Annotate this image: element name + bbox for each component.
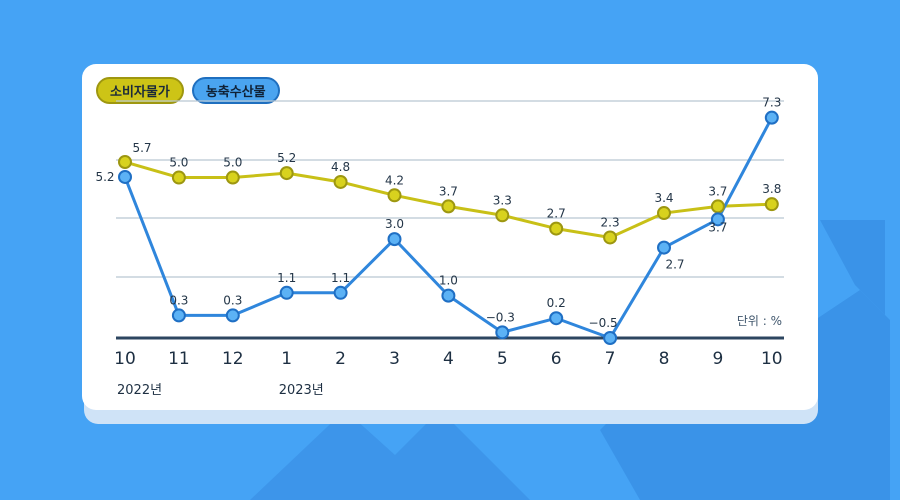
x-tick-label: 6 xyxy=(551,349,562,369)
agri-data-label: 1.1 xyxy=(277,271,296,285)
cpi-data-label: 4.8 xyxy=(331,160,350,174)
cpi-data-label: 5.0 xyxy=(223,156,242,170)
cpi-point xyxy=(657,206,671,221)
agri-point xyxy=(387,232,402,247)
x-axis-ticks: 10 11 12 1 2 3 4 5 6 7 8 9 10 xyxy=(114,349,782,369)
data-labels: 5.7 5.0 5.0 5.2 4.8 4.2 3.7 3.3 2.7 2.3 3.4 3.7 3.8 5… xyxy=(95,96,781,330)
series-lines xyxy=(123,116,774,340)
agri-point xyxy=(710,212,725,227)
agri-line xyxy=(123,116,774,340)
cpi-data-label: 3.7 xyxy=(439,184,458,198)
agri-point xyxy=(657,240,671,255)
legend-cpi: 소비자물가 xyxy=(96,77,184,104)
agri-point xyxy=(603,331,618,345)
x-tick-label: 9 xyxy=(712,349,723,369)
x-tick-label: 11 xyxy=(168,349,190,369)
agri-data-label: 0.3 xyxy=(169,293,188,307)
agri-point xyxy=(171,308,186,323)
cpi-point xyxy=(387,188,402,203)
agri-point xyxy=(549,311,564,326)
agri-point xyxy=(764,110,779,125)
agri-data-label: 2.7 xyxy=(665,258,684,272)
cpi-data-label: 5.7 xyxy=(132,141,151,155)
agri-point xyxy=(441,288,456,303)
cpi-data-label: 2.3 xyxy=(601,215,620,229)
x-tick-label: 12 xyxy=(222,349,244,369)
series-points xyxy=(118,110,779,345)
cpi-point xyxy=(441,199,456,214)
cpi-point xyxy=(333,174,348,189)
agri-data-label: 3.0 xyxy=(385,217,404,231)
cpi-data-label: 2.7 xyxy=(547,207,566,221)
cpi-point xyxy=(495,208,510,223)
agri-data-label: 5.2 xyxy=(95,170,114,184)
year-label: 2023년 xyxy=(279,383,324,398)
gridlines xyxy=(116,100,784,278)
agri-data-label: −0.3 xyxy=(486,310,515,324)
year-label: 2022년 xyxy=(117,383,162,398)
x-tick-label: 7 xyxy=(605,349,616,369)
year-labels: 2022년 2023년 xyxy=(117,383,324,398)
cpi-point xyxy=(171,170,186,185)
agri-point xyxy=(118,169,132,184)
agri-data-label: −0.5 xyxy=(589,316,618,330)
cpi-data-label: 3.4 xyxy=(654,191,673,205)
x-tick-label: 8 xyxy=(659,349,670,369)
cpi-point xyxy=(603,230,618,245)
cpi-data-label: 3.3 xyxy=(493,193,512,207)
x-tick-label: 5 xyxy=(497,349,508,369)
cpi-point xyxy=(118,155,132,169)
agri-point xyxy=(225,308,240,323)
cpi-data-label: 5.0 xyxy=(169,156,188,170)
legend-agri: 농축수산물 xyxy=(191,77,280,104)
cpi-point xyxy=(279,166,294,181)
agri-point xyxy=(279,285,294,300)
unit-label: 단위 : % xyxy=(737,314,782,328)
cpi-point xyxy=(710,199,725,214)
agri-point xyxy=(333,285,348,300)
x-tick-label: 10 xyxy=(761,349,783,369)
cpi-data-label: 4.2 xyxy=(385,173,404,187)
cpi-point xyxy=(764,197,779,212)
agri-data-label: 3.7 xyxy=(708,220,727,234)
cpi-point xyxy=(549,221,564,236)
agri-data-label: 0.3 xyxy=(223,293,242,307)
agri-data-label: 7.3 xyxy=(762,96,781,110)
x-tick-label: 10 xyxy=(114,349,136,369)
x-tick-label: 2 xyxy=(335,349,346,369)
cpi-point xyxy=(225,170,240,185)
x-tick-label: 4 xyxy=(443,349,454,369)
cpi-data-label: 3.7 xyxy=(708,184,727,198)
x-tick-label: 1 xyxy=(281,349,292,369)
agri-point xyxy=(495,325,510,340)
chart-card xyxy=(82,64,818,410)
agri-data-label: 1.1 xyxy=(331,271,350,285)
agri-data-label: 0.2 xyxy=(547,296,566,310)
cpi-data-label: 5.2 xyxy=(277,151,296,165)
legend: 소비자물가 농축수산물 xyxy=(96,77,280,104)
agri-data-label: 1.0 xyxy=(439,274,458,288)
cpi-data-label: 3.8 xyxy=(762,182,781,196)
x-tick-label: 3 xyxy=(389,349,400,369)
